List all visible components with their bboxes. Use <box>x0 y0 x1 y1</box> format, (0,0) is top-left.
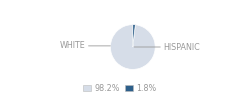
Wedge shape <box>133 25 135 47</box>
Text: HISPANIC: HISPANIC <box>134 42 200 52</box>
Wedge shape <box>110 25 155 69</box>
Text: WHITE: WHITE <box>60 41 110 50</box>
Legend: 98.2%, 1.8%: 98.2%, 1.8% <box>80 80 160 96</box>
